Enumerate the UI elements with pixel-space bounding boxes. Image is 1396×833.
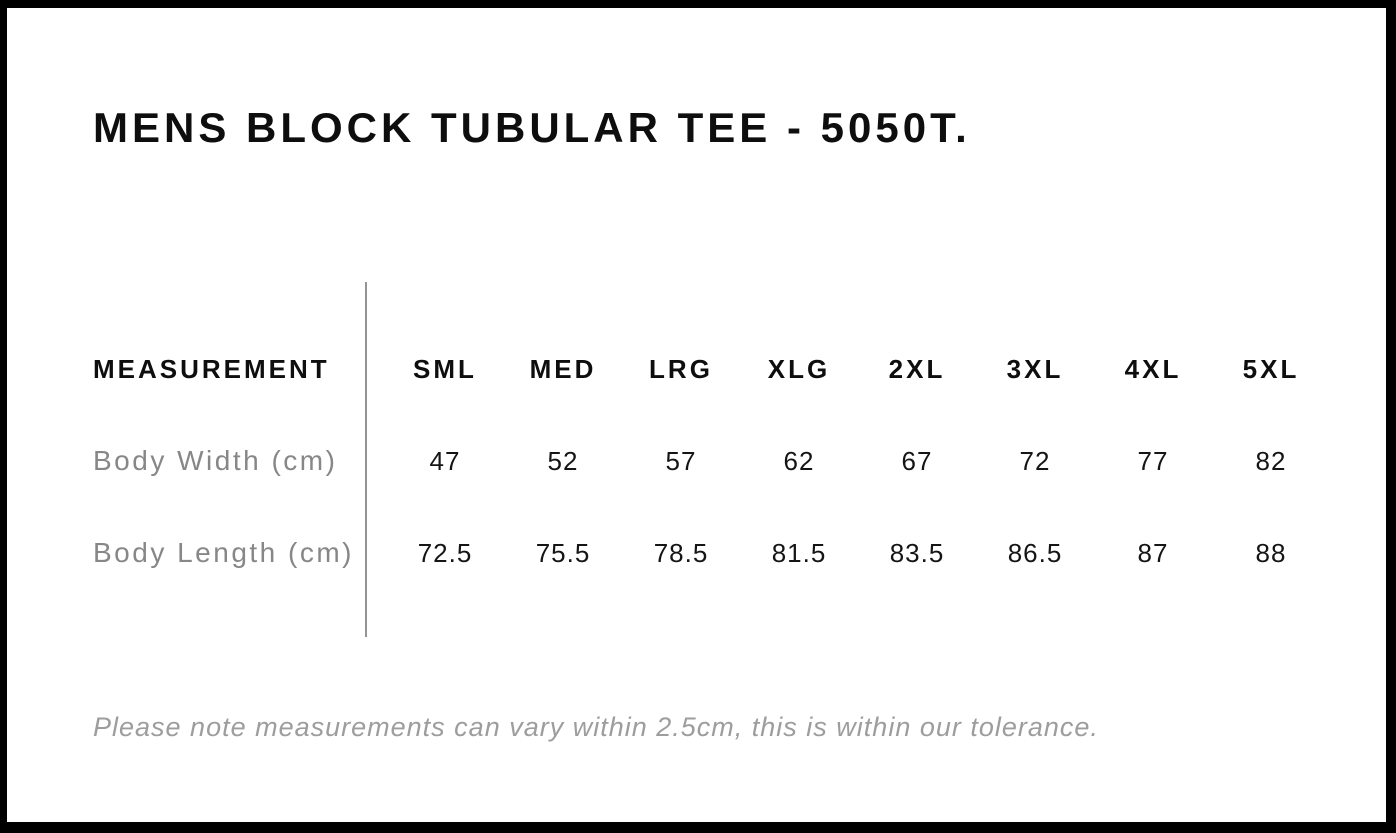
column-header-measurement: MEASUREMENT — [93, 353, 330, 384]
tolerance-note: Please note measurements can vary within… — [93, 712, 1099, 742]
table-cell-body-length-5xl: 88 — [1255, 537, 1287, 568]
column-header-sml: SML — [413, 353, 477, 384]
page-title: MENS BLOCK TUBULAR TEE - 5050T. — [93, 104, 971, 151]
size-chart-table: MEASUREMENT SML MED LRG XLG 2XL 3XL 4XL … — [93, 323, 1330, 599]
column-header-3xl: 3XL — [1006, 353, 1064, 384]
column-header-xlg: XLG — [767, 353, 831, 384]
table-cell-body-width-sml: 47 — [429, 445, 461, 476]
column-header-lrg: LRG — [649, 353, 713, 384]
table-divider-line — [365, 282, 367, 637]
table-cell-body-width-med: 52 — [547, 445, 579, 476]
row-label-body-length: Body Length (cm) — [93, 537, 354, 568]
table-cell-body-length-med: 75.5 — [535, 537, 591, 568]
row-label-body-width: Body Width (cm) — [93, 445, 338, 476]
column-header-med: MED — [529, 353, 597, 384]
table-cell-body-length-xlg: 81.5 — [771, 537, 827, 568]
column-header-2xl: 2XL — [888, 353, 946, 384]
table-cell-body-length-4xl: 87 — [1137, 537, 1169, 568]
table-cell-body-length-3xl: 86.5 — [1007, 537, 1063, 568]
table-cell-body-width-2xl: 67 — [901, 445, 933, 476]
table-cell-body-length-sml: 72.5 — [417, 537, 473, 568]
table-cell-body-length-2xl: 83.5 — [889, 537, 945, 568]
column-header-4xl: 4XL — [1124, 353, 1182, 384]
table-cell-body-length-lrg: 78.5 — [653, 537, 709, 568]
table-cell-body-width-xlg: 62 — [783, 445, 815, 476]
column-header-5xl: 5XL — [1242, 353, 1300, 384]
table-cell-body-width-3xl: 72 — [1019, 445, 1051, 476]
table-cell-body-width-5xl: 82 — [1255, 445, 1287, 476]
table-cell-body-width-4xl: 77 — [1137, 445, 1169, 476]
table-cell-body-width-lrg: 57 — [665, 445, 697, 476]
